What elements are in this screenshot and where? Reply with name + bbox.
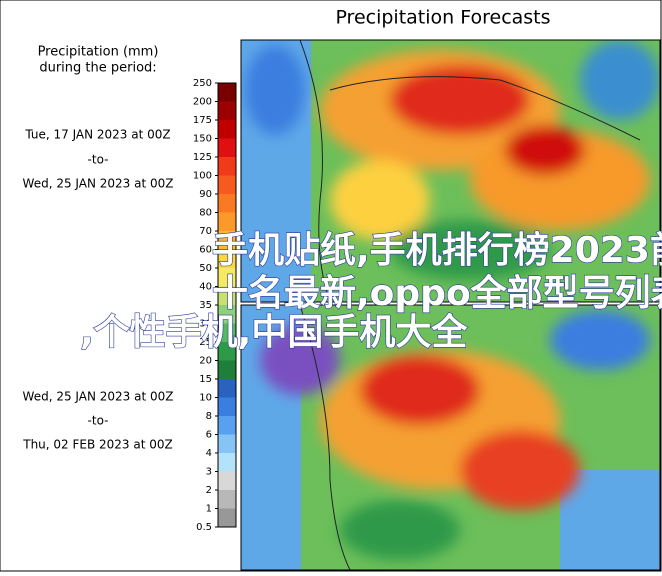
colorbar-cell xyxy=(218,508,236,528)
colorbar-cell xyxy=(218,305,236,324)
colorbar-label: 90 xyxy=(199,189,212,200)
colorbar-cell xyxy=(218,120,236,139)
colorbar-label: 0.5 xyxy=(196,522,212,533)
period-start: Tue, 17 JAN 2023 at 00Z xyxy=(24,128,170,142)
colorbar-label: 1 xyxy=(206,504,212,515)
colorbar-cell xyxy=(218,194,236,213)
colorbar-cell xyxy=(218,379,236,398)
colorbar-label: 50 xyxy=(199,263,212,274)
period-end: Wed, 25 JAN 2023 at 00Z xyxy=(23,177,174,191)
colorbar-cell xyxy=(218,175,236,195)
colorbar-label: 4 xyxy=(206,448,212,459)
period-end: Thu, 02 FEB 2023 at 00Z xyxy=(22,438,173,452)
colorbar-label: 2 xyxy=(206,485,212,496)
colorbar-label: 250 xyxy=(193,78,212,89)
period-sep: -to- xyxy=(88,153,109,167)
colorbar-label: 3 xyxy=(206,467,212,478)
colorbar-label: 15 xyxy=(199,374,212,385)
colorbar-cell xyxy=(218,490,236,509)
colorbar-label: 30 xyxy=(199,319,212,330)
colorbar-cell xyxy=(218,323,236,343)
colorbar-cell xyxy=(218,416,236,435)
colorbar-label: 8 xyxy=(206,411,212,422)
map-top xyxy=(241,40,660,302)
colorbar-label: 125 xyxy=(193,152,212,163)
colorbar-cell xyxy=(218,471,236,491)
overlay-text: 手机贴纸,手机排行榜2023前 xyxy=(212,230,662,271)
period-sep: -to- xyxy=(88,414,109,428)
colorbar-cell xyxy=(218,342,236,361)
colorbar-label: 60 xyxy=(199,245,212,256)
colorbar-cell xyxy=(218,360,236,380)
overlay-text: 十名最新,oppo全部型号列表 xyxy=(212,272,662,314)
colorbar-cell xyxy=(218,157,236,176)
colorbar-label: 25 xyxy=(199,337,212,348)
legend-title: during the period: xyxy=(39,61,156,76)
colorbar-cell xyxy=(218,212,236,232)
colorbar-label: 10 xyxy=(199,393,212,404)
colorbar-cell xyxy=(218,434,236,454)
colorbar-label: 80 xyxy=(199,208,212,219)
colorbar-label: 175 xyxy=(193,115,212,126)
colorbar-label: 100 xyxy=(193,171,212,182)
colorbar-cell xyxy=(218,397,236,417)
map-border xyxy=(240,39,661,303)
colorbar-cell xyxy=(218,453,236,472)
overlay-text: ,个性手机,中国手机大全 xyxy=(80,311,468,353)
period-start: Wed, 25 JAN 2023 at 00Z xyxy=(23,390,174,404)
map-border xyxy=(240,304,661,571)
map-bottom xyxy=(241,305,660,570)
colorbar-cell xyxy=(218,101,236,121)
colorbar-label: 6 xyxy=(206,430,212,441)
colorbar-cell xyxy=(218,249,236,269)
colorbar-label: 35 xyxy=(199,300,212,311)
colorbar-cell xyxy=(218,231,236,250)
colorbar-label: 200 xyxy=(193,97,212,108)
colorbar-label: 70 xyxy=(199,226,212,237)
title: Precipitation Forecasts xyxy=(335,7,550,29)
colorbar-cell xyxy=(218,83,236,102)
colorbar: 250 200 175 150 125 100 90 80 70 60 50 40 35 30 25 20 15… xyxy=(193,78,237,533)
colorbar-label: 150 xyxy=(193,134,212,145)
legend-title: Precipitation (mm) xyxy=(38,45,159,60)
colorbar-label: 20 xyxy=(199,356,212,367)
colorbar-cell xyxy=(218,268,236,287)
colorbar-cell xyxy=(218,286,236,306)
colorbar-cell xyxy=(218,138,236,158)
colorbar-label: 40 xyxy=(199,282,212,293)
